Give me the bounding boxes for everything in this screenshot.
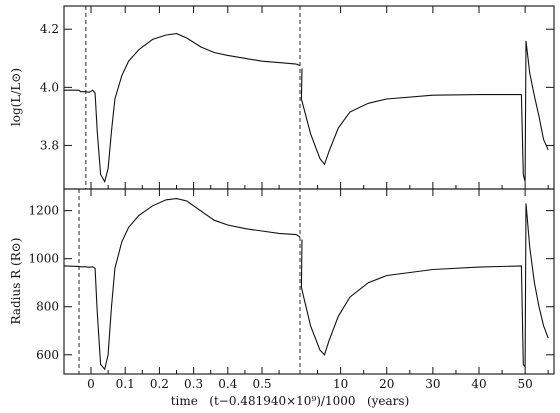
y-tick-label: 800: [36, 300, 59, 314]
series-line-late-bottom: [300, 203, 549, 369]
y-tick-label: 600: [36, 348, 59, 362]
x-tick-label: 0.2: [150, 377, 169, 391]
x-tick-label: 30: [425, 377, 440, 391]
series-line-early-top: [63, 33, 301, 184]
bottom-panel-frame: [63, 188, 555, 375]
x-axis-label: time (t−0.481940×10⁹)/1000 (years): [171, 394, 410, 408]
x-tick-label: 10: [333, 377, 348, 391]
x-tick-label: 0.5: [252, 377, 271, 391]
series-line-late-top: [300, 40, 549, 182]
x-tick-label: 0: [87, 377, 95, 391]
series-line-early-bottom: [63, 198, 301, 371]
y-tick-label: 4.2: [40, 22, 59, 36]
y-tick-label: 3.8: [40, 138, 59, 152]
y-tick-label: 1200: [28, 204, 59, 218]
top-ylabel: log(L/L⊙): [9, 68, 23, 126]
x-tick-label: 50: [517, 377, 532, 391]
x-tick-label: 0.4: [218, 377, 237, 391]
top-panel-frame: [63, 5, 555, 190]
x-tick-label: 0.3: [184, 377, 203, 391]
y-tick-label: 1000: [28, 252, 59, 266]
bottom-ylabel: Radius R (R⊙): [9, 238, 23, 325]
x-tick-label: 40: [471, 377, 486, 391]
y-tick-label: 4.0: [40, 80, 59, 94]
x-tick-label: 0.1: [116, 377, 135, 391]
x-tick-label: 20: [379, 377, 394, 391]
